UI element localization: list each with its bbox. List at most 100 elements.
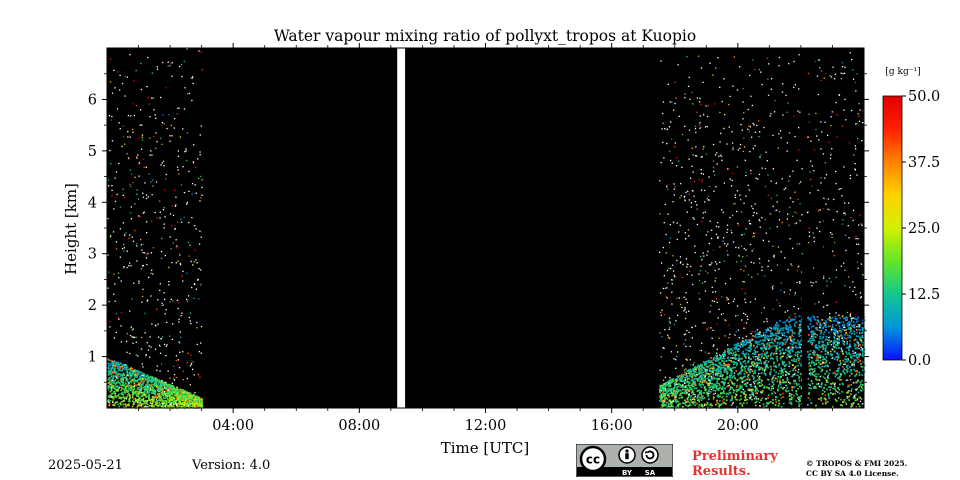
heatmap-cell xyxy=(732,352,735,354)
heatmap-cell xyxy=(746,375,749,378)
heatmap-cell xyxy=(818,345,820,347)
heatmap-cell xyxy=(811,342,814,344)
heatmap-noise-cell xyxy=(140,391,143,394)
heatmap-cell xyxy=(123,388,126,391)
heatmap-cell xyxy=(139,388,142,390)
heatmap-cell xyxy=(116,401,119,403)
heatmap-noise-cell xyxy=(137,355,139,357)
heatmap-cell xyxy=(108,386,111,389)
heatmap-cell xyxy=(195,403,198,405)
heatmap-cell xyxy=(132,391,135,394)
heatmap-cell xyxy=(732,354,734,357)
heatmap-cell xyxy=(713,356,716,359)
heatmap-noise-cell xyxy=(131,336,133,338)
heatmap-cell xyxy=(157,392,160,395)
heatmap-noise-cell xyxy=(112,379,114,382)
heatmap-cell xyxy=(139,378,141,381)
heatmap-cell xyxy=(110,379,113,382)
heatmap-cell xyxy=(821,344,824,347)
heatmap-noise-cell xyxy=(145,194,148,196)
heatmap-cell xyxy=(757,390,759,392)
heatmap-cell xyxy=(749,347,751,349)
heatmap-noise-cell xyxy=(163,207,165,209)
heatmap-noise-cell xyxy=(168,281,170,283)
heatmap-noise-cell xyxy=(161,336,164,338)
heatmap-noise-cell xyxy=(179,136,181,138)
heatmap-cell xyxy=(144,402,147,405)
heatmap-cell xyxy=(738,354,741,357)
heatmap-cell xyxy=(109,363,112,365)
heatmap-cell xyxy=(763,368,766,371)
heatmap-cell xyxy=(109,386,112,388)
heatmap-cell xyxy=(146,392,148,394)
heatmap-cell xyxy=(182,391,184,394)
heatmap-cell xyxy=(678,377,681,380)
heatmap-cell xyxy=(130,375,133,377)
heatmap-cell xyxy=(670,405,673,407)
heatmap-cell xyxy=(833,388,836,390)
heatmap-cell xyxy=(179,396,182,398)
heatmap-noise-cell xyxy=(191,193,193,195)
heatmap-cell xyxy=(133,377,136,380)
heatmap-cell xyxy=(136,376,139,379)
heatmap-cell xyxy=(788,351,790,353)
heatmap-cell xyxy=(142,380,144,383)
heatmap-cell xyxy=(681,376,684,378)
heatmap-cell xyxy=(754,369,756,371)
heatmap-cell xyxy=(837,335,839,337)
heatmap-noise-cell xyxy=(171,225,173,227)
heatmap-cell xyxy=(162,394,165,397)
heatmap-noise-cell xyxy=(164,404,167,407)
heatmap-cell xyxy=(807,356,809,358)
heatmap-cell xyxy=(661,384,663,387)
heatmap-noise-cell xyxy=(129,262,131,264)
heatmap-cell xyxy=(680,397,683,399)
heatmap-cell xyxy=(113,387,115,390)
heatmap-cell xyxy=(742,350,745,353)
heatmap-cell xyxy=(109,399,112,402)
heatmap-noise-cell xyxy=(191,286,193,289)
heatmap-noise-cell xyxy=(171,135,173,137)
heatmap-cell xyxy=(812,351,814,354)
heatmap-noise-cell xyxy=(111,195,113,197)
heatmap-cell xyxy=(820,383,823,386)
heatmap-noise-cell xyxy=(137,401,139,404)
heatmap-cell xyxy=(822,376,825,378)
heatmap-cell xyxy=(721,396,723,399)
heatmap-cell xyxy=(135,372,138,375)
heatmap-noise-cell xyxy=(147,196,149,198)
heatmap-cell xyxy=(686,388,689,391)
heatmap-noise-cell xyxy=(186,272,188,275)
heatmap-cell xyxy=(136,379,139,382)
heatmap-cell xyxy=(137,370,139,373)
heatmap-cell xyxy=(198,400,200,403)
heatmap-cell xyxy=(712,358,715,361)
heatmap-cell xyxy=(773,339,776,342)
heatmap-cell xyxy=(779,342,781,344)
heatmap-noise-cell xyxy=(190,323,192,325)
heatmap-cell xyxy=(691,401,693,404)
heatmap-cell xyxy=(779,346,781,348)
heatmap-noise-cell xyxy=(114,87,116,89)
heatmap-cell xyxy=(862,361,864,363)
heatmap-cell xyxy=(810,325,813,328)
heatmap-noise-cell xyxy=(163,165,165,167)
heatmap-cell xyxy=(850,357,853,359)
heatmap-cell xyxy=(828,336,831,338)
heatmap-cell xyxy=(780,337,782,339)
heatmap-cell xyxy=(760,382,762,384)
heatmap-cell xyxy=(190,397,193,399)
heatmap-cell xyxy=(831,382,834,384)
heatmap-cell xyxy=(152,406,155,408)
heatmap-cell xyxy=(188,397,190,400)
heatmap-cell xyxy=(201,403,203,405)
heatmap-noise-cell xyxy=(184,151,186,153)
heatmap-cell xyxy=(857,343,859,345)
heatmap-cell xyxy=(137,382,140,384)
heatmap-cell xyxy=(784,352,786,354)
heatmap-cell xyxy=(167,393,170,396)
heatmap-cell xyxy=(684,399,686,402)
heatmap-cell xyxy=(143,406,146,408)
heatmap-cell xyxy=(130,381,133,384)
heatmap-cell xyxy=(765,328,767,331)
